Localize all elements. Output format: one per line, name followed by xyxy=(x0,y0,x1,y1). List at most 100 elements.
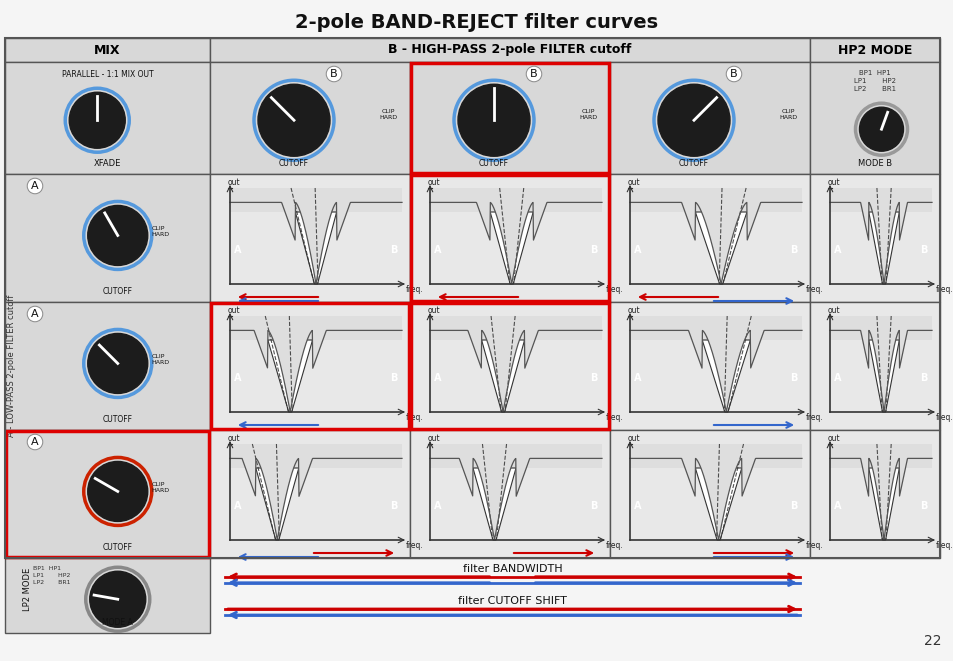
Text: A: A xyxy=(634,245,640,255)
Text: MODE B: MODE B xyxy=(857,159,891,168)
Bar xyxy=(410,302,609,430)
Polygon shape xyxy=(255,468,298,540)
Text: XFADE: XFADE xyxy=(93,159,121,168)
Bar xyxy=(829,188,931,284)
Bar xyxy=(629,316,801,330)
Bar xyxy=(411,175,608,301)
Text: B: B xyxy=(790,373,797,383)
Text: CLIP
HARD: CLIP HARD xyxy=(152,482,170,493)
Bar xyxy=(609,302,809,430)
Bar xyxy=(629,316,801,340)
Bar xyxy=(809,62,939,174)
Polygon shape xyxy=(230,188,401,283)
Text: LP1       HP2: LP1 HP2 xyxy=(853,78,895,84)
Polygon shape xyxy=(868,468,899,540)
Text: B: B xyxy=(790,245,797,255)
Bar xyxy=(430,188,601,284)
Text: freq.: freq. xyxy=(805,541,822,550)
Circle shape xyxy=(859,107,902,151)
Bar xyxy=(430,444,601,458)
Text: freq.: freq. xyxy=(406,541,423,550)
Text: out: out xyxy=(627,306,640,315)
Bar xyxy=(5,38,210,62)
Polygon shape xyxy=(701,340,750,412)
Bar xyxy=(629,188,801,284)
Bar xyxy=(809,174,939,302)
Text: CLIP
HARD: CLIP HARD xyxy=(378,109,396,120)
Text: MODE A: MODE A xyxy=(102,618,133,627)
Bar xyxy=(829,188,931,212)
Bar xyxy=(829,316,931,330)
Text: A: A xyxy=(434,245,441,255)
Bar xyxy=(629,316,801,412)
Circle shape xyxy=(88,333,148,393)
Text: B: B xyxy=(920,245,927,255)
Text: 2-pole BAND-REJECT filter curves: 2-pole BAND-REJECT filter curves xyxy=(295,13,658,32)
Text: B: B xyxy=(790,502,797,512)
Text: out: out xyxy=(827,178,840,187)
Bar xyxy=(430,316,601,340)
Text: 22: 22 xyxy=(923,634,941,648)
Bar xyxy=(629,444,801,540)
Bar xyxy=(809,302,939,430)
Bar xyxy=(609,62,809,174)
Text: LP2       BR1: LP2 BR1 xyxy=(853,86,895,92)
Bar xyxy=(430,188,601,212)
Polygon shape xyxy=(430,188,601,283)
Text: freq.: freq. xyxy=(935,541,953,550)
Bar xyxy=(230,188,401,202)
Bar xyxy=(430,188,601,202)
Bar xyxy=(5,302,210,430)
Polygon shape xyxy=(230,316,401,411)
Polygon shape xyxy=(829,188,931,283)
Text: freq.: freq. xyxy=(935,413,953,422)
Bar xyxy=(629,188,801,202)
Text: B: B xyxy=(390,245,397,255)
Polygon shape xyxy=(430,444,601,539)
Bar xyxy=(629,444,801,468)
Polygon shape xyxy=(629,316,801,411)
Text: CUTOFF: CUTOFF xyxy=(103,287,132,296)
Text: A: A xyxy=(634,502,640,512)
Bar xyxy=(609,174,809,302)
Text: out: out xyxy=(428,434,440,443)
Bar xyxy=(411,63,608,173)
Text: A: A xyxy=(634,373,640,383)
Text: out: out xyxy=(627,178,640,187)
Text: CLIP
HARD: CLIP HARD xyxy=(152,354,170,365)
Bar xyxy=(230,444,401,468)
Bar xyxy=(829,316,931,412)
Text: A: A xyxy=(31,181,39,191)
Polygon shape xyxy=(230,444,401,539)
Text: A: A xyxy=(434,373,441,383)
Text: A - LOW-PASS 2-pole FILTER cutoff: A - LOW-PASS 2-pole FILTER cutoff xyxy=(8,295,16,437)
Bar xyxy=(410,174,609,302)
Text: out: out xyxy=(428,178,440,187)
Text: filter CUTOFF SHIFT: filter CUTOFF SHIFT xyxy=(457,596,566,606)
Bar xyxy=(809,430,939,558)
Text: freq.: freq. xyxy=(805,413,822,422)
Text: B: B xyxy=(530,69,537,79)
Text: CLIP
HARD: CLIP HARD xyxy=(778,109,796,120)
Text: A: A xyxy=(833,245,841,255)
Text: freq.: freq. xyxy=(935,285,953,294)
Circle shape xyxy=(70,93,125,148)
Text: out: out xyxy=(228,178,240,187)
Bar xyxy=(809,38,939,62)
Bar xyxy=(210,302,410,430)
Text: A: A xyxy=(434,502,441,512)
Bar xyxy=(410,62,609,174)
Polygon shape xyxy=(295,212,336,284)
Bar xyxy=(230,444,401,458)
Text: B: B xyxy=(590,245,598,255)
Bar xyxy=(230,316,401,340)
Bar xyxy=(230,316,401,412)
Bar xyxy=(430,444,601,468)
Polygon shape xyxy=(629,188,801,283)
Polygon shape xyxy=(473,468,516,540)
Polygon shape xyxy=(868,340,899,412)
Bar xyxy=(430,444,601,540)
Polygon shape xyxy=(695,212,746,284)
Text: CLIP
HARD: CLIP HARD xyxy=(578,109,597,120)
Bar xyxy=(829,444,931,540)
